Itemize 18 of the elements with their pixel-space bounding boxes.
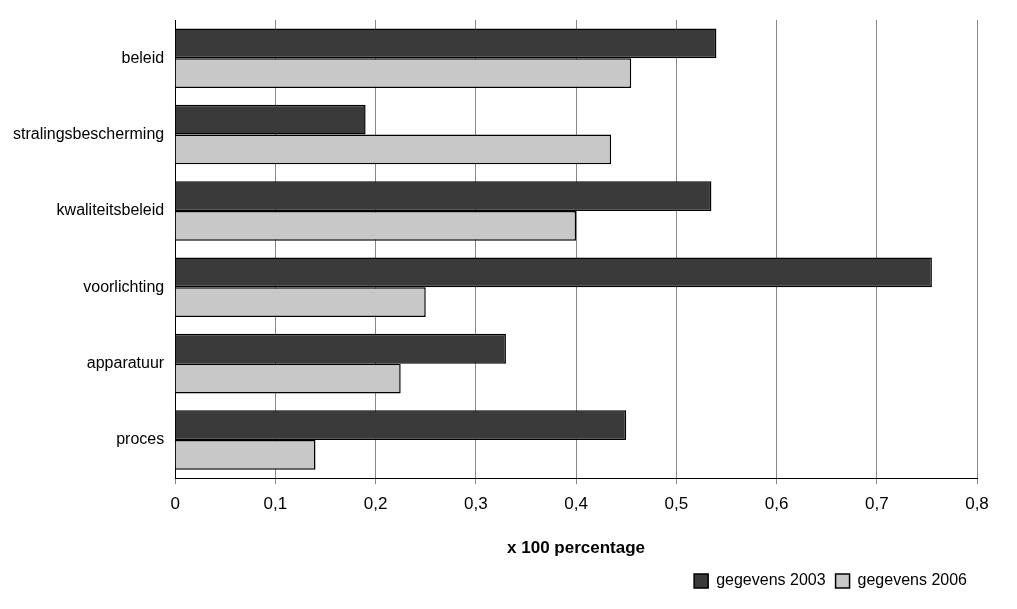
x-axis-title: x 100 percentage xyxy=(507,538,646,558)
x-tick-label: 0,2 xyxy=(363,494,388,514)
x-tick-label: 0 xyxy=(170,494,180,514)
x-tick-label: 0,4 xyxy=(564,494,588,514)
legend-label: gegevens 2003 xyxy=(716,571,826,589)
y-tick-label: voorlichting xyxy=(83,277,165,295)
x-tick-label: 0,7 xyxy=(864,494,889,514)
legend-label: gegevens 2006 xyxy=(857,571,968,589)
y-tick-label: proces xyxy=(116,430,165,448)
x-tick-label: 0,3 xyxy=(464,494,488,514)
x-tick-label: 0,1 xyxy=(263,494,288,514)
y-tick-label: beleid xyxy=(121,48,165,66)
y-tick-label: apparatuur xyxy=(86,354,165,372)
x-tick-label: 0,5 xyxy=(664,494,689,514)
y-tick-label: stralingsbescherming xyxy=(12,124,165,142)
y-tick-label: kwaliteitsbeleid xyxy=(56,201,165,219)
x-tick-label: 0,6 xyxy=(764,494,789,514)
x-tick-label: 0,8 xyxy=(965,494,989,514)
